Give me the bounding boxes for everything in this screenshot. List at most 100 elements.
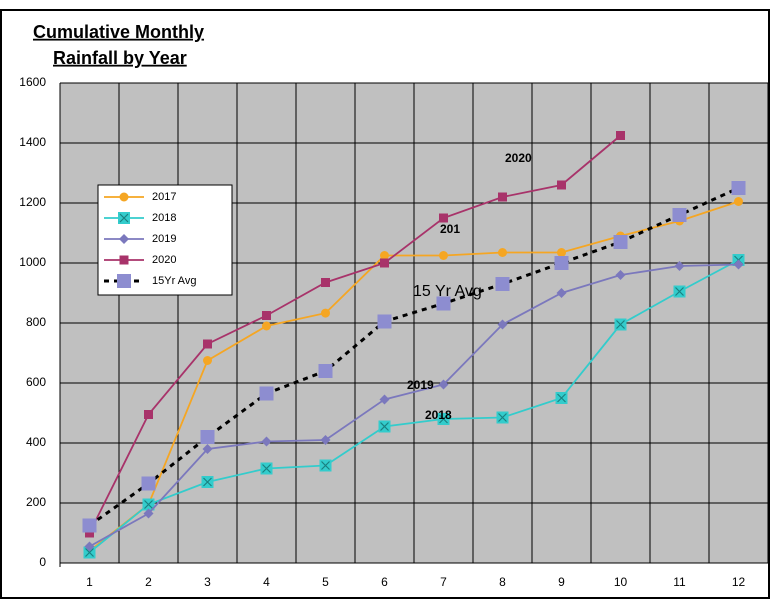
y-tick-label: 400 [26,435,46,449]
marker [439,251,448,260]
marker-x [119,213,129,223]
marker [380,258,389,268]
marker-x [439,414,448,424]
marker [556,288,567,298]
marker [117,274,131,288]
x-tick-label: 11 [673,575,686,589]
annotation: 2020 [505,151,532,165]
marker [85,528,94,538]
y-tick-label: 1400 [19,135,46,149]
marker [496,411,509,424]
marker [83,546,96,559]
y-tick-label: 800 [26,315,46,329]
marker [203,356,212,365]
marker [437,413,450,425]
marker [202,444,213,454]
y-tick-label: 1600 [19,75,46,89]
marker [143,508,154,519]
marker-x [85,548,94,557]
marker [379,394,390,405]
marker [377,314,392,329]
annotation: 2018 [425,408,452,422]
marker [380,251,389,260]
legend-label: 2018 [152,212,176,224]
marker-x [262,464,271,473]
y-tick-label: 600 [26,375,46,389]
x-tick-label: 7 [440,575,447,589]
marker [616,131,625,140]
marker [554,256,569,270]
marker [557,248,566,257]
legend-label: 15Yr Avg [152,275,196,287]
annotation: 2019 [407,378,434,392]
marker [672,208,687,222]
marker [497,319,508,330]
marker-x [380,422,389,431]
y-tick-label: 1000 [19,255,46,269]
y-tick-label: 1200 [19,195,46,209]
marker [495,277,510,291]
marker [82,518,97,533]
chart-title: Cumulative Monthly [33,22,204,42]
marker [378,420,391,433]
marker [262,321,271,331]
marker [144,410,153,419]
marker [319,459,332,472]
marker [203,339,212,349]
chart-title: Rainfall by Year [53,48,187,68]
marker [498,248,507,257]
marker [118,212,130,224]
marker-x [557,393,566,403]
x-tick-label: 9 [558,575,565,589]
annotation: 201 [440,222,460,236]
x-tick-label: 3 [204,575,211,589]
series-line [88,200,739,552]
x-tick-label: 10 [614,575,628,589]
marker [731,181,746,195]
legend-label: 2019 [152,233,176,245]
marker [733,259,744,270]
marker-x [498,413,507,422]
marker [262,311,271,320]
marker [260,462,273,475]
marker-x [203,477,212,487]
x-tick-label: 8 [499,575,506,589]
marker [318,364,333,378]
marker [436,296,451,311]
legend-label: 2017 [152,191,176,203]
x-tick-label: 4 [263,575,270,589]
y-tick-label: 0 [39,555,46,569]
marker [615,270,626,280]
marker [321,278,330,287]
legend-label: 2020 [152,254,176,266]
marker [734,197,743,206]
marker [84,541,95,552]
x-tick-label: 12 [732,575,746,589]
x-tick-label: 5 [322,575,329,589]
marker [438,379,449,390]
marker [557,180,566,190]
marker [119,234,129,244]
marker [321,308,330,318]
marker [674,261,685,271]
marker [119,255,129,265]
series-line [88,134,622,534]
series-line [89,263,739,548]
marker [261,436,272,447]
marker-x [321,461,330,470]
marker [200,430,215,444]
marker [320,435,331,445]
annotation: 15 Yr Avg [413,283,482,300]
x-tick-label: 2 [145,575,152,589]
series-line [88,186,740,527]
x-tick-label: 6 [381,575,388,589]
x-tick-label: 1 [86,575,93,589]
marker [498,192,507,202]
y-tick-label: 200 [26,495,46,509]
marker [141,476,156,491]
marker [201,476,214,488]
series-line [88,259,739,554]
marker [142,498,155,511]
